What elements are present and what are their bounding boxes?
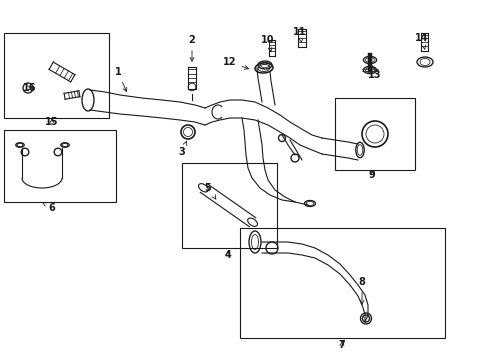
Text: 10: 10 (261, 35, 274, 51)
Text: 12: 12 (223, 57, 248, 69)
Bar (182, 163, 276, 248)
Text: 3: 3 (178, 141, 186, 157)
Text: 2: 2 (188, 35, 195, 61)
Text: 9: 9 (368, 170, 375, 180)
Text: 5: 5 (204, 183, 215, 199)
Text: 7: 7 (338, 340, 345, 350)
Text: 11: 11 (293, 27, 306, 43)
Text: 14: 14 (414, 33, 428, 49)
Bar (334, 98, 414, 170)
Text: 4: 4 (224, 250, 231, 260)
Text: 13: 13 (367, 66, 381, 80)
Text: 6: 6 (43, 202, 55, 213)
Bar (240, 228, 444, 338)
Text: 1: 1 (114, 67, 126, 91)
Text: 16: 16 (23, 83, 37, 93)
Bar (4, 33, 109, 118)
Bar (4, 130, 116, 202)
Text: 15: 15 (45, 117, 59, 127)
Text: 8: 8 (358, 277, 365, 304)
